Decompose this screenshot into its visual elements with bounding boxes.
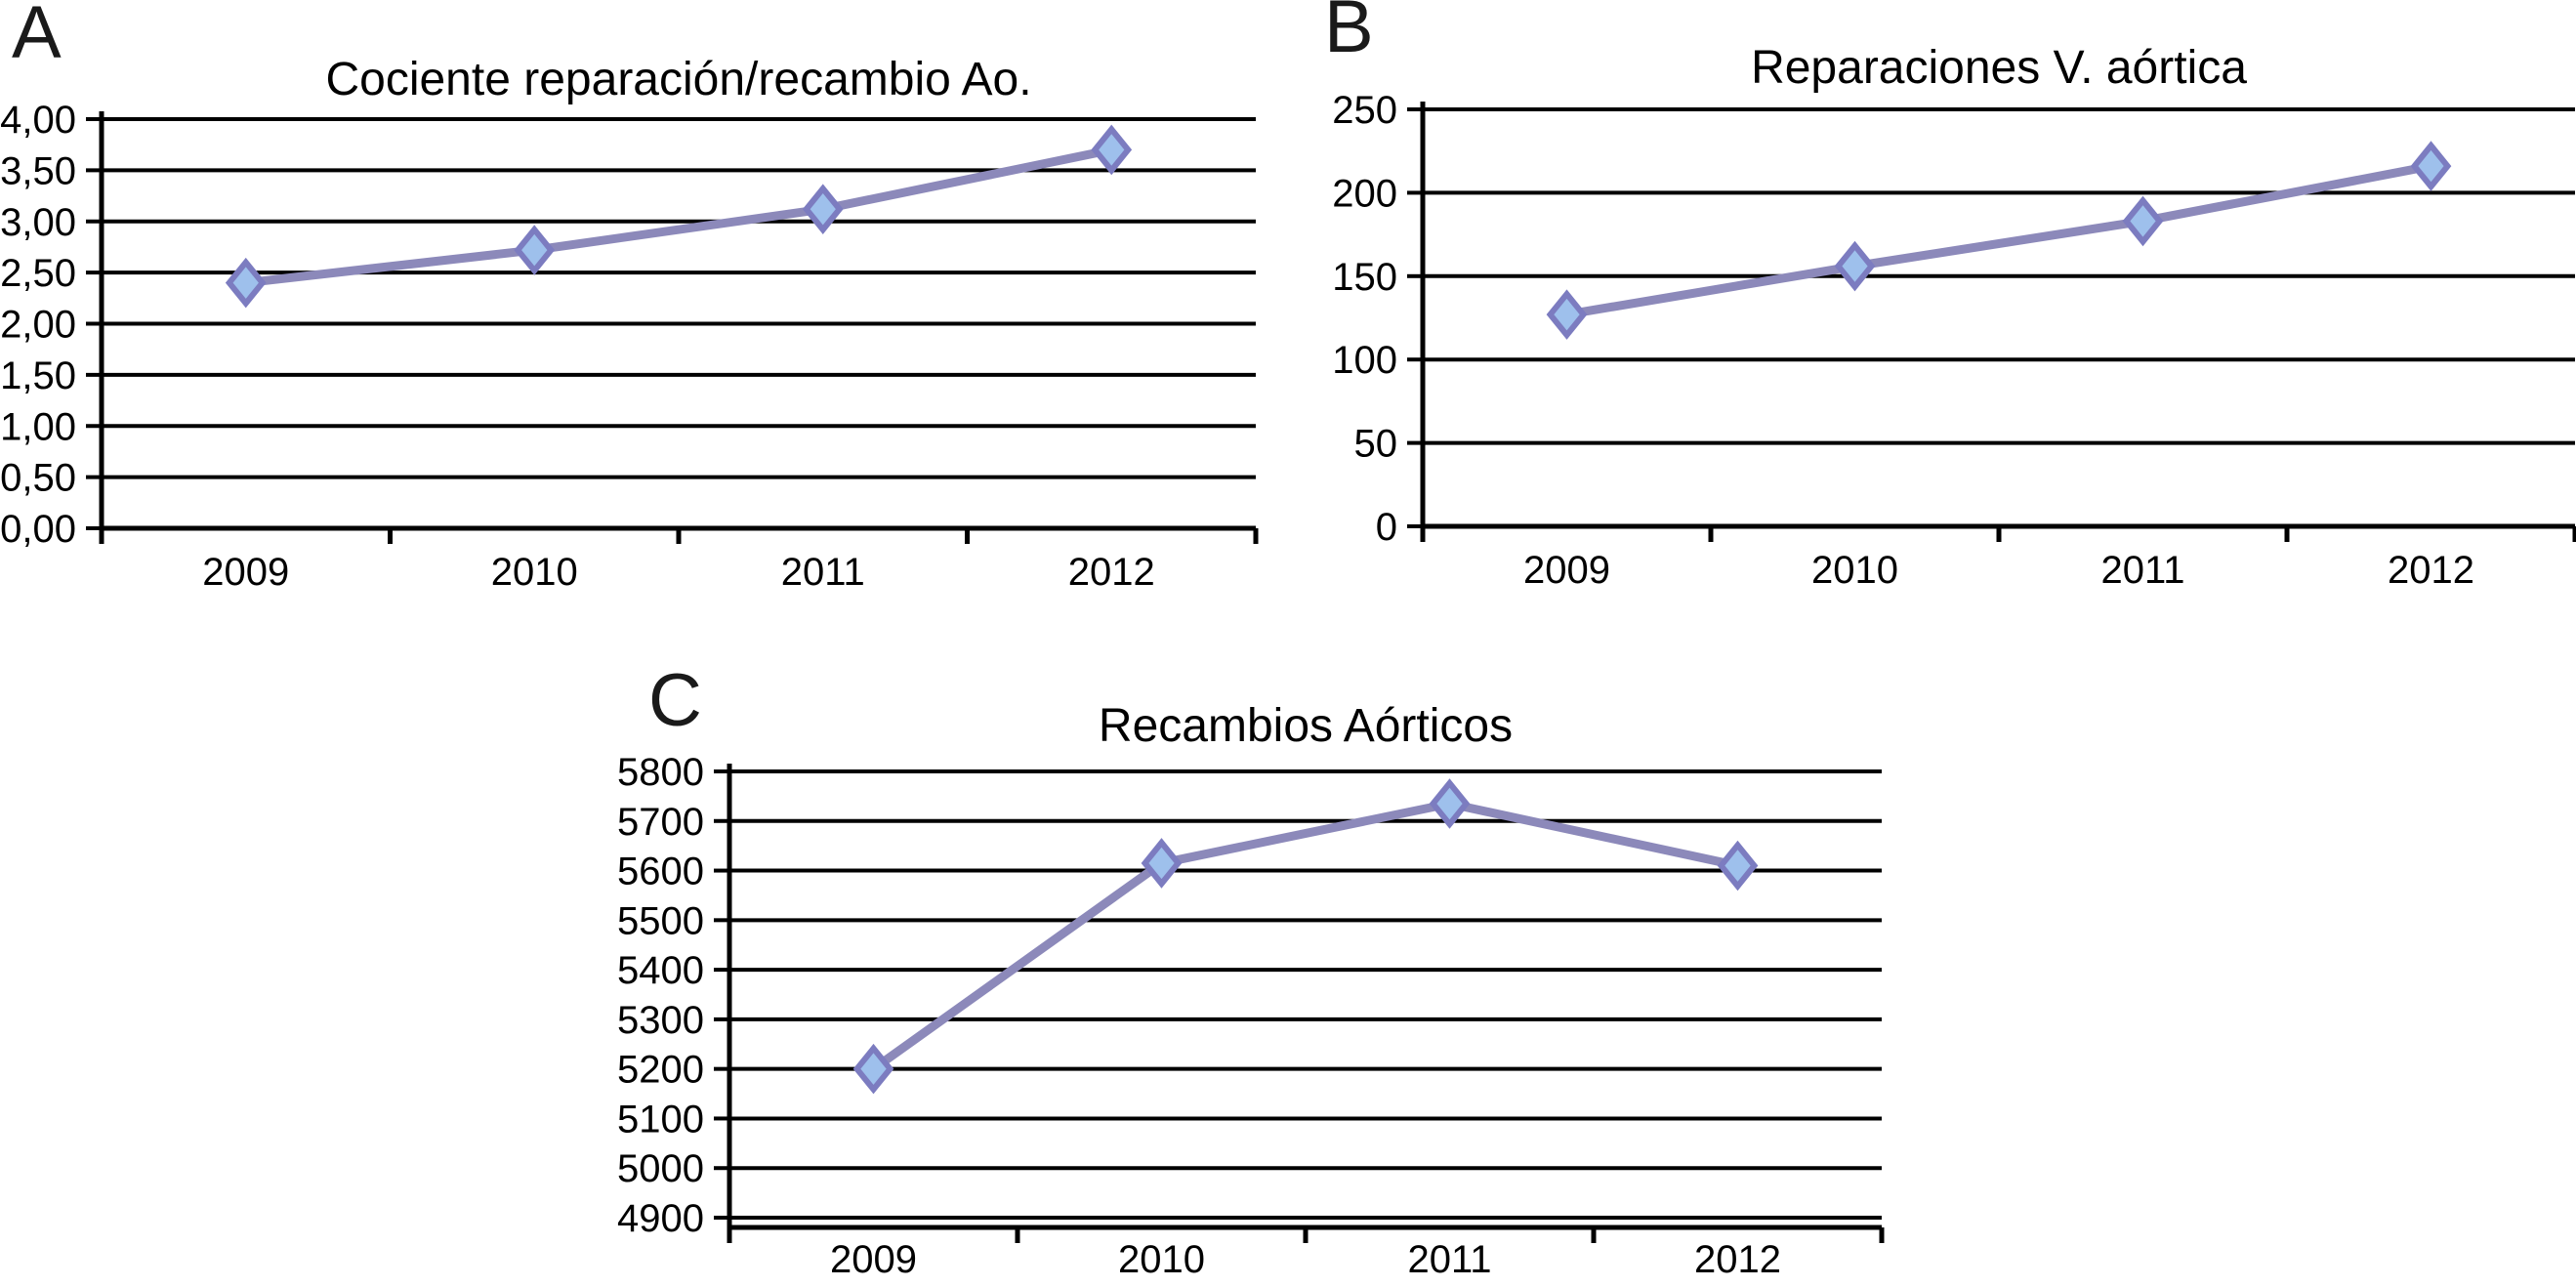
data-point-marker bbox=[225, 257, 267, 309]
y-axis-tick-label: 3,00 bbox=[0, 201, 76, 244]
y-axis-tick-label: 4900 bbox=[617, 1197, 704, 1240]
data-point-marker bbox=[2122, 195, 2164, 247]
x-axis-tick-label: 2011 bbox=[1407, 1238, 1491, 1281]
panel-label-c: C bbox=[648, 659, 702, 742]
x-axis-tick-label: 2009 bbox=[1523, 549, 1610, 592]
x-axis-tick-label: 2010 bbox=[491, 551, 578, 594]
x-axis-tick-label: 2011 bbox=[781, 551, 865, 594]
y-axis-tick-label: 5700 bbox=[617, 801, 704, 844]
y-axis-tick-label: 5800 bbox=[617, 751, 704, 794]
y-axis-tick-label: 2,50 bbox=[0, 252, 76, 295]
y-axis-tick-label: 5500 bbox=[617, 899, 704, 942]
y-axis-tick-label: 4,00 bbox=[0, 99, 76, 142]
y-axis-tick-label: 100 bbox=[1332, 339, 1397, 382]
chart-panel-c: 5800 5700 5600 5500 5400 5300 5200 5100 5000 4900… bbox=[617, 751, 1885, 1281]
x-axis-tick-label: 2009 bbox=[830, 1238, 917, 1281]
y-axis-tick-label: 50 bbox=[1354, 423, 1398, 466]
y-axis-tick-label: 3,50 bbox=[0, 149, 76, 192]
data-point-marker bbox=[1429, 778, 1471, 829]
data-line bbox=[245, 145, 1113, 288]
y-axis-tick-label: 5000 bbox=[617, 1147, 704, 1190]
x-axis-tick-label: 2010 bbox=[1811, 549, 1898, 592]
data-point-marker bbox=[2410, 141, 2452, 191]
y-axis-tick-label: 250 bbox=[1332, 89, 1397, 132]
data-point-marker bbox=[1141, 838, 1183, 889]
y-axis-tick-label: 5400 bbox=[617, 949, 704, 992]
data-point-marker bbox=[514, 225, 556, 275]
data-point-marker bbox=[1091, 124, 1133, 176]
y-axis-tick-label: 0,00 bbox=[0, 508, 76, 551]
data-point-marker bbox=[1546, 289, 1588, 340]
y-axis-tick-label: 0,50 bbox=[0, 457, 76, 500]
x-axis-tick-label: 2010 bbox=[1118, 1238, 1205, 1281]
x-axis-tick-label: 2012 bbox=[1694, 1238, 1781, 1281]
panel-label-b: B bbox=[1324, 0, 1374, 68]
x-axis-tick-label: 2012 bbox=[1068, 551, 1155, 594]
x-axis-tick-label: 2011 bbox=[2100, 549, 2184, 592]
y-axis-tick-label: 0 bbox=[1376, 506, 1397, 549]
y-axis-tick-label: 1,50 bbox=[0, 354, 76, 397]
chart-title-a: Cociente reparación/recambio Ao. bbox=[325, 54, 1032, 105]
chart-panel-a: 4,00 3,50 3,00 2,50 2,00 1,50 1,00 0,50 0,00 2009… bbox=[0, 99, 1259, 594]
data-point-marker bbox=[852, 1043, 894, 1095]
x-axis-tick-label: 2012 bbox=[2388, 549, 2474, 592]
data-point-marker bbox=[1834, 240, 1876, 292]
x-axis-tick-label: 2009 bbox=[202, 551, 289, 594]
data-line bbox=[870, 799, 1739, 1073]
y-axis-tick-label: 2,00 bbox=[0, 304, 76, 347]
y-axis-tick-label: 5300 bbox=[617, 999, 704, 1042]
y-axis-tick-label: 5200 bbox=[617, 1049, 704, 1092]
y-axis-tick-label: 200 bbox=[1332, 172, 1397, 215]
chart-title-c: Recambios Aórticos bbox=[1098, 700, 1514, 752]
chart-title-b: Reparaciones V. aórtica bbox=[1751, 42, 2247, 94]
data-point-marker bbox=[1717, 840, 1759, 892]
y-axis-tick-label: 1,00 bbox=[0, 405, 76, 448]
data-point-marker bbox=[802, 184, 844, 234]
data-line bbox=[1565, 161, 2432, 319]
y-axis-tick-label: 5100 bbox=[617, 1098, 704, 1141]
y-axis-tick-label: 5600 bbox=[617, 851, 704, 893]
panel-label-a: A bbox=[12, 0, 62, 74]
chart-panel-b: 250 200 150 100 50 0 2009 2010 2011 2012 bbox=[1332, 89, 2576, 592]
y-axis-tick-label: 150 bbox=[1332, 256, 1397, 299]
